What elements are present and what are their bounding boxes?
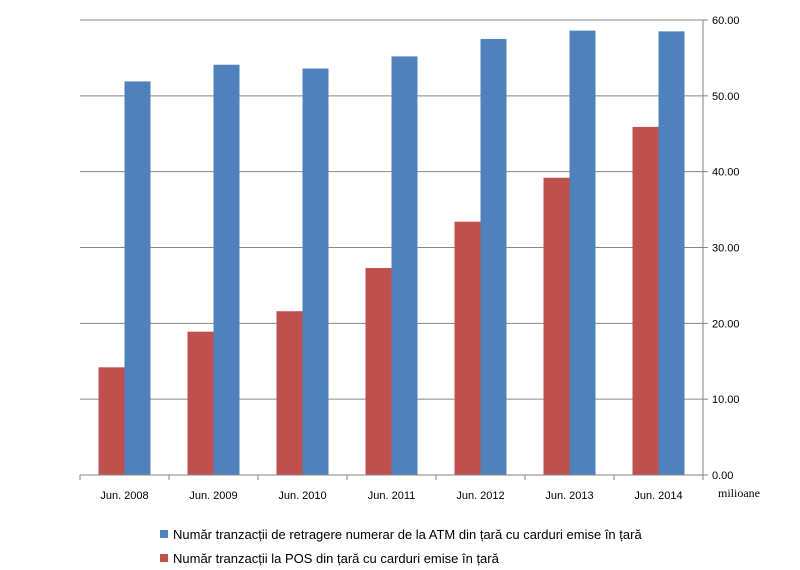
- bar: [276, 311, 303, 475]
- bar: [543, 177, 570, 475]
- x-tick-label: Jun. 2009: [189, 490, 237, 502]
- y-tick-label: 0.00: [712, 470, 733, 482]
- legend-swatch-pos: [160, 554, 168, 562]
- x-tick-label: Jun. 2011: [368, 490, 416, 502]
- bars: [98, 30, 685, 476]
- x-tick-label: Jun. 2010: [278, 490, 326, 502]
- y-tick-label: 50.00: [712, 91, 740, 103]
- axes: [79, 19, 708, 480]
- x-tick-label: Jun. 2012: [456, 490, 504, 502]
- y-unit-label: milioane: [718, 486, 760, 500]
- x-tick-label: Jun. 2008: [100, 490, 148, 502]
- bar: [391, 56, 418, 476]
- tick-labels: 0.00 10.00 20.00 30.00 40.00 50.00 60.00 Jun. 2…: [100, 15, 739, 502]
- bar: [302, 68, 329, 476]
- bar-chart: 0.00 10.00 20.00 30.00 40.00 50.00 60.00 Jun. 2…: [79, 15, 760, 502]
- bar: [454, 221, 481, 475]
- bar: [98, 367, 125, 475]
- y-tick-label: 30.00: [712, 243, 740, 255]
- bar: [213, 64, 240, 475]
- legend-item-atm: Număr tranzacții de retragere numerar de…: [160, 522, 642, 546]
- legend: Număr tranzacții de retragere numerar de…: [160, 522, 642, 570]
- bar: [187, 331, 214, 475]
- bar: [480, 38, 507, 475]
- bar: [124, 81, 151, 476]
- bar: [658, 31, 685, 475]
- legend-label-atm: Număr tranzacții de retragere numerar de…: [173, 526, 642, 542]
- x-tick-label: Jun. 2014: [634, 490, 682, 502]
- bar: [365, 267, 392, 475]
- legend-item-pos: Număr tranzacții la POS din țară cu card…: [160, 546, 642, 570]
- y-tick-label: 20.00: [712, 318, 740, 330]
- legend-swatch-atm: [160, 530, 168, 538]
- x-tick-label: Jun. 2013: [545, 490, 593, 502]
- y-tick-label: 10.00: [712, 394, 740, 406]
- bar: [569, 30, 596, 475]
- bar: [632, 126, 659, 476]
- y-tick-label: 60.00: [712, 15, 740, 27]
- y-tick-label: 40.00: [712, 167, 740, 179]
- legend-label-pos: Număr tranzacții la POS din țară cu card…: [173, 550, 499, 566]
